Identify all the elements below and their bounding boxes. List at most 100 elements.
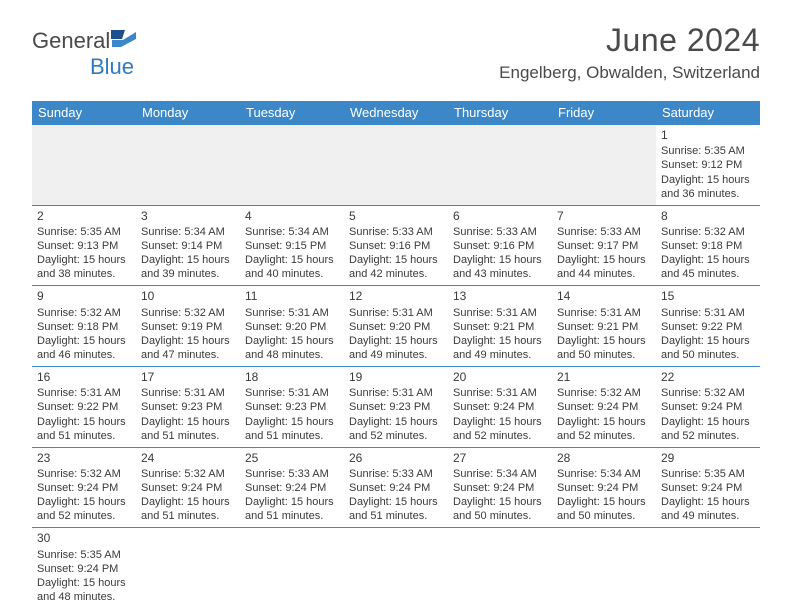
- weekday-header: Saturday: [656, 101, 760, 125]
- weekday-header: Monday: [136, 101, 240, 125]
- calendar-day-empty: [448, 528, 552, 608]
- day-number: 21: [557, 370, 650, 385]
- day-number: 15: [661, 289, 754, 304]
- sunrise-text: Sunrise: 5:35 AM: [37, 548, 130, 562]
- sunrise-text: Sunrise: 5:33 AM: [349, 225, 442, 239]
- sunrise-text: Sunrise: 5:35 AM: [661, 144, 754, 158]
- sunrise-text: Sunrise: 5:32 AM: [141, 306, 234, 320]
- sunset-text: Sunset: 9:24 PM: [453, 481, 546, 495]
- daylight-text: and 38 minutes.: [37, 267, 130, 281]
- daylight-text: and 49 minutes.: [453, 348, 546, 362]
- calendar-week: 9Sunrise: 5:32 AMSunset: 9:18 PMDaylight…: [32, 286, 760, 367]
- calendar-day: 12Sunrise: 5:31 AMSunset: 9:20 PMDayligh…: [344, 286, 448, 366]
- calendar-day: 23Sunrise: 5:32 AMSunset: 9:24 PMDayligh…: [32, 448, 136, 528]
- sunset-text: Sunset: 9:22 PM: [37, 400, 130, 414]
- sunset-text: Sunset: 9:20 PM: [245, 320, 338, 334]
- calendar-day: 1Sunrise: 5:35 AMSunset: 9:12 PMDaylight…: [656, 125, 760, 205]
- daylight-text: and 44 minutes.: [557, 267, 650, 281]
- sunrise-text: Sunrise: 5:34 AM: [245, 225, 338, 239]
- calendar-day: 7Sunrise: 5:33 AMSunset: 9:17 PMDaylight…: [552, 206, 656, 286]
- calendar-day: 10Sunrise: 5:32 AMSunset: 9:19 PMDayligh…: [136, 286, 240, 366]
- sunset-text: Sunset: 9:16 PM: [349, 239, 442, 253]
- calendar-day: 19Sunrise: 5:31 AMSunset: 9:23 PMDayligh…: [344, 367, 448, 447]
- sunset-text: Sunset: 9:24 PM: [557, 400, 650, 414]
- daylight-text: Daylight: 15 hours: [557, 415, 650, 429]
- daylight-text: and 49 minutes.: [349, 348, 442, 362]
- calendar-day: 16Sunrise: 5:31 AMSunset: 9:22 PMDayligh…: [32, 367, 136, 447]
- calendar-day: 6Sunrise: 5:33 AMSunset: 9:16 PMDaylight…: [448, 206, 552, 286]
- daylight-text: and 45 minutes.: [661, 267, 754, 281]
- calendar-day: 15Sunrise: 5:31 AMSunset: 9:22 PMDayligh…: [656, 286, 760, 366]
- daylight-text: and 48 minutes.: [37, 590, 130, 604]
- calendar-day-empty: [344, 125, 448, 205]
- calendar-day: 28Sunrise: 5:34 AMSunset: 9:24 PMDayligh…: [552, 448, 656, 528]
- daylight-text: Daylight: 15 hours: [245, 253, 338, 267]
- calendar-day-empty: [240, 125, 344, 205]
- daylight-text: Daylight: 15 hours: [661, 495, 754, 509]
- flag-icon: [111, 28, 139, 48]
- header: GeneralBlue June 2024 Engelberg, Obwalde…: [0, 0, 792, 91]
- day-number: 13: [453, 289, 546, 304]
- sunrise-text: Sunrise: 5:34 AM: [453, 467, 546, 481]
- daylight-text: Daylight: 15 hours: [37, 576, 130, 590]
- calendar-day: 14Sunrise: 5:31 AMSunset: 9:21 PMDayligh…: [552, 286, 656, 366]
- daylight-text: and 52 minutes.: [557, 429, 650, 443]
- calendar-week: 16Sunrise: 5:31 AMSunset: 9:22 PMDayligh…: [32, 367, 760, 448]
- calendar-day: 22Sunrise: 5:32 AMSunset: 9:24 PMDayligh…: [656, 367, 760, 447]
- daylight-text: Daylight: 15 hours: [661, 334, 754, 348]
- daylight-text: and 47 minutes.: [141, 348, 234, 362]
- daylight-text: Daylight: 15 hours: [661, 253, 754, 267]
- sunrise-text: Sunrise: 5:33 AM: [245, 467, 338, 481]
- calendar-week: 1Sunrise: 5:35 AMSunset: 9:12 PMDaylight…: [32, 125, 760, 206]
- daylight-text: Daylight: 15 hours: [349, 415, 442, 429]
- sunset-text: Sunset: 9:14 PM: [141, 239, 234, 253]
- daylight-text: Daylight: 15 hours: [557, 253, 650, 267]
- sunset-text: Sunset: 9:20 PM: [349, 320, 442, 334]
- daylight-text: and 52 minutes.: [349, 429, 442, 443]
- weekday-header: Thursday: [448, 101, 552, 125]
- daylight-text: Daylight: 15 hours: [37, 415, 130, 429]
- sunrise-text: Sunrise: 5:33 AM: [349, 467, 442, 481]
- sunset-text: Sunset: 9:22 PM: [661, 320, 754, 334]
- sunrise-text: Sunrise: 5:31 AM: [349, 306, 442, 320]
- daylight-text: and 51 minutes.: [37, 429, 130, 443]
- sunrise-text: Sunrise: 5:31 AM: [349, 386, 442, 400]
- sunrise-text: Sunrise: 5:31 AM: [37, 386, 130, 400]
- sunrise-text: Sunrise: 5:31 AM: [453, 306, 546, 320]
- sunset-text: Sunset: 9:23 PM: [349, 400, 442, 414]
- daylight-text: Daylight: 15 hours: [141, 495, 234, 509]
- daylight-text: and 51 minutes.: [141, 429, 234, 443]
- daylight-text: and 52 minutes.: [37, 509, 130, 523]
- day-number: 5: [349, 209, 442, 224]
- sunset-text: Sunset: 9:13 PM: [37, 239, 130, 253]
- day-number: 20: [453, 370, 546, 385]
- sunset-text: Sunset: 9:24 PM: [245, 481, 338, 495]
- calendar-day: 13Sunrise: 5:31 AMSunset: 9:21 PMDayligh…: [448, 286, 552, 366]
- daylight-text: and 46 minutes.: [37, 348, 130, 362]
- sunrise-text: Sunrise: 5:32 AM: [37, 306, 130, 320]
- calendar-day: 9Sunrise: 5:32 AMSunset: 9:18 PMDaylight…: [32, 286, 136, 366]
- daylight-text: and 48 minutes.: [245, 348, 338, 362]
- daylight-text: Daylight: 15 hours: [141, 334, 234, 348]
- daylight-text: Daylight: 15 hours: [349, 253, 442, 267]
- daylight-text: and 50 minutes.: [557, 348, 650, 362]
- sunset-text: Sunset: 9:24 PM: [557, 481, 650, 495]
- sunrise-text: Sunrise: 5:35 AM: [37, 225, 130, 239]
- calendar-week: 2Sunrise: 5:35 AMSunset: 9:13 PMDaylight…: [32, 206, 760, 287]
- calendar-day-empty: [656, 528, 760, 608]
- day-number: 25: [245, 451, 338, 466]
- daylight-text: Daylight: 15 hours: [37, 334, 130, 348]
- calendar-day: 3Sunrise: 5:34 AMSunset: 9:14 PMDaylight…: [136, 206, 240, 286]
- sunset-text: Sunset: 9:24 PM: [661, 400, 754, 414]
- day-number: 9: [37, 289, 130, 304]
- title-block: June 2024 Engelberg, Obwalden, Switzerla…: [499, 22, 760, 83]
- day-number: 29: [661, 451, 754, 466]
- weekday-header: Tuesday: [240, 101, 344, 125]
- day-number: 1: [661, 128, 754, 143]
- daylight-text: Daylight: 15 hours: [37, 253, 130, 267]
- day-number: 12: [349, 289, 442, 304]
- calendar-day: 2Sunrise: 5:35 AMSunset: 9:13 PMDaylight…: [32, 206, 136, 286]
- calendar-day-empty: [32, 125, 136, 205]
- daylight-text: and 51 minutes.: [349, 509, 442, 523]
- weekday-header-row: Sunday Monday Tuesday Wednesday Thursday…: [32, 101, 760, 125]
